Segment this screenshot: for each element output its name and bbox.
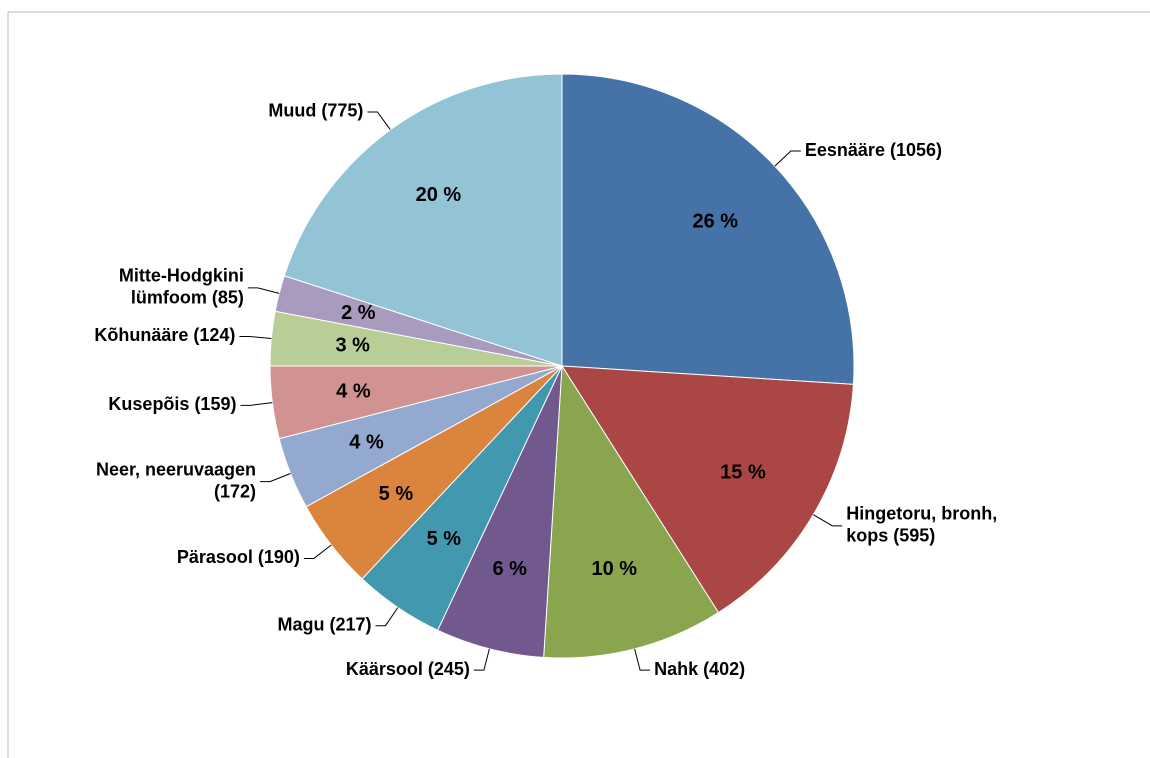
percent-label: 10 % xyxy=(591,558,637,580)
category-label: Käärsool (245) xyxy=(346,659,470,679)
category-label: Neer, neeruvaagen xyxy=(96,459,256,479)
leader-line xyxy=(375,607,399,627)
percent-label: 4 % xyxy=(349,432,384,454)
percent-label: 5 % xyxy=(379,483,414,505)
percent-label: 5 % xyxy=(427,528,462,550)
leader-line xyxy=(240,402,273,406)
category-label: kops (595) xyxy=(846,526,935,546)
category-label: Pärasool (190) xyxy=(177,547,300,567)
leader-line xyxy=(247,287,280,294)
pie-slice xyxy=(543,364,720,659)
category-label: Hingetoru, bronh, xyxy=(846,504,997,524)
pie-slice xyxy=(283,73,563,367)
percent-label: 26 % xyxy=(692,210,738,232)
category-label: Magu (217) xyxy=(277,614,371,634)
category-label: lümfoom (85) xyxy=(131,288,244,308)
category-label: (172) xyxy=(214,481,256,501)
leader-line xyxy=(303,544,332,559)
category-label: Kusepõis (159) xyxy=(108,394,236,414)
category-label: Mitte-Hodgkini xyxy=(119,266,244,286)
leader-line xyxy=(367,111,391,131)
percent-label: 2 % xyxy=(341,302,376,324)
leader-line xyxy=(634,648,651,671)
leader-line xyxy=(239,335,272,340)
leader-line xyxy=(260,473,291,483)
category-label: Eesnääre (1056) xyxy=(805,140,942,160)
percent-label: 4 % xyxy=(336,381,371,403)
category-label: Nahk (402) xyxy=(654,659,745,679)
percent-label: 3 % xyxy=(335,334,370,356)
leader-line xyxy=(774,150,801,167)
category-label: Muud (775) xyxy=(268,101,363,121)
percent-label: 6 % xyxy=(492,558,527,580)
leader-line xyxy=(813,514,843,527)
category-label: Kõhunääre (124) xyxy=(94,325,235,345)
leader-line xyxy=(473,648,490,671)
percent-label: 20 % xyxy=(416,184,462,206)
percent-label: 15 % xyxy=(720,461,766,483)
